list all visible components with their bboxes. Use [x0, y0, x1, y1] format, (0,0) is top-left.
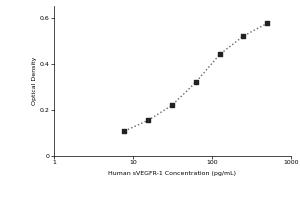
Point [241, 34, 246, 38]
Point [146, 119, 151, 122]
Y-axis label: Optical Density: Optical Density [32, 57, 37, 105]
Point [122, 129, 127, 133]
Point [265, 22, 270, 25]
Point [170, 104, 175, 107]
Point [194, 81, 198, 84]
X-axis label: Human sVEGFR-1 Concentration (pg/mL): Human sVEGFR-1 Concentration (pg/mL) [109, 171, 236, 176]
Point [217, 53, 222, 56]
